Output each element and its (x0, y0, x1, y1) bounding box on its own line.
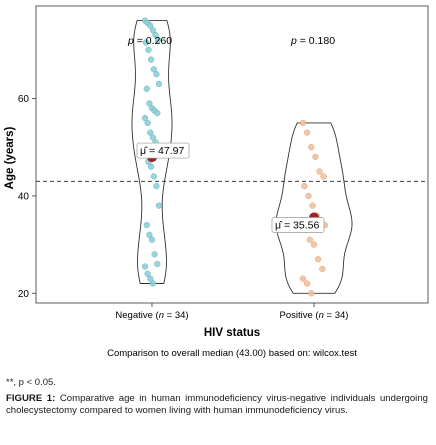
mean-label-positive: μ̂ = 35.56 (271, 217, 325, 233)
data-point (155, 202, 163, 209)
data-point (145, 46, 152, 53)
caption-text: Comparative age in human immunodeficienc… (6, 393, 428, 416)
caption-label: FIGURE 1: (6, 393, 56, 404)
data-point (155, 80, 163, 88)
data-point (147, 275, 154, 282)
data-point (149, 280, 157, 287)
data-point (308, 290, 315, 297)
p-value-label-positive: p = 0.180 (290, 35, 335, 47)
data-point (320, 173, 327, 180)
data-point (154, 36, 162, 44)
data-point (143, 85, 150, 92)
data-point (314, 256, 322, 263)
y-axis-title: Age (years) (4, 127, 16, 190)
data-point (148, 236, 156, 243)
data-point (147, 163, 155, 170)
data-point (301, 182, 308, 190)
data-point (303, 280, 311, 287)
x-tick-label-positive: Positive (n = 34) (280, 310, 349, 321)
data-point (154, 260, 161, 268)
mean-label-text: μ̂ = 35.56 (275, 220, 319, 232)
data-point (144, 119, 151, 127)
data-point (153, 71, 160, 78)
data-point (149, 27, 157, 34)
data-point (305, 192, 312, 200)
significance-note: **, p < 0.05. (6, 377, 56, 388)
y-tick-label: 20 (18, 289, 30, 300)
mean-label-box (271, 217, 325, 233)
data-point (310, 241, 318, 248)
data-point (141, 114, 149, 122)
data-point (147, 22, 154, 29)
figure-caption: FIGURE 1: Comparative age in human immun… (6, 393, 428, 416)
y-tick-label: 40 (18, 191, 30, 202)
data-point (149, 134, 157, 141)
x-axis-title: HIV status (204, 327, 260, 339)
x-tick-label-negative: Negative (n = 34) (115, 310, 188, 321)
data-point (144, 270, 151, 277)
data-point (147, 56, 155, 63)
data-point (153, 182, 160, 190)
data-point (309, 202, 316, 209)
data-point (151, 251, 158, 258)
y-axis: 20 40 60 (18, 94, 315, 307)
data-point (147, 129, 154, 136)
data-point (150, 173, 157, 180)
data-point (303, 129, 311, 136)
data-point (146, 231, 153, 238)
mean-label-negative: μ̂ = 47.97 (136, 142, 190, 159)
data-point (146, 100, 153, 107)
chart: 20 40 60 p = 0.260 p = 0.180 μ̂ = 47.97 μ̂… (4, 5, 429, 359)
p-value-label-negative: p = 0.260 (127, 35, 172, 47)
data-point (143, 221, 150, 229)
comparison-footer: Comparison to overall median (43.00) bas… (107, 348, 357, 359)
data-point (150, 66, 157, 73)
data-point (308, 144, 315, 151)
data-point (152, 32, 159, 39)
data-point (319, 265, 326, 273)
plot-area (35, 5, 429, 304)
data-point (316, 168, 323, 175)
mean-label-text: μ̂ = 47.97 (140, 145, 184, 157)
y-tick-label: 60 (18, 94, 30, 105)
data-point (154, 109, 161, 117)
data-point (299, 119, 307, 127)
data-point (312, 153, 319, 161)
data-point (299, 275, 307, 282)
data-point (306, 236, 314, 243)
data-point (142, 39, 150, 46)
data-point (141, 263, 149, 270)
mean-label-box (136, 142, 190, 159)
